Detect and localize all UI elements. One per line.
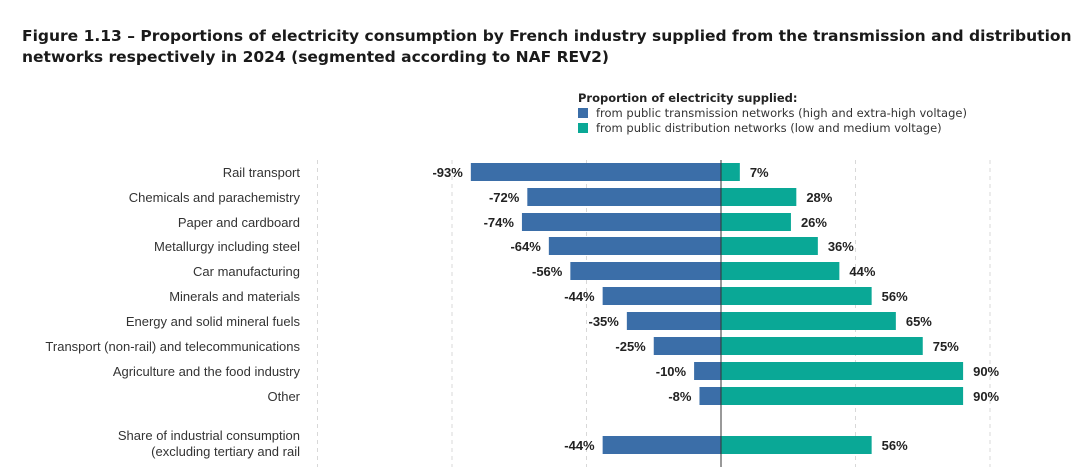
- bar-distribution: [721, 262, 840, 280]
- data-label: 56%: [882, 289, 908, 304]
- bar-transmission: [548, 237, 721, 255]
- bar-transmission: [470, 163, 721, 181]
- bar-transmission: [527, 188, 721, 206]
- data-label: 7%: [750, 165, 769, 180]
- bar-distribution: [721, 188, 797, 206]
- data-label: -93%: [432, 165, 463, 180]
- data-label: 44%: [849, 264, 875, 279]
- bar-transmission: [699, 387, 721, 405]
- data-label: 28%: [806, 190, 832, 205]
- data-label: -72%: [489, 190, 520, 205]
- category-label: Share of industrial consumption: [118, 428, 300, 443]
- data-label: -44%: [564, 438, 595, 453]
- data-label: -64%: [510, 239, 541, 254]
- category-label: Energy and solid mineral fuels: [126, 314, 301, 329]
- legend-item-transmission: from public transmission networks (high …: [578, 106, 967, 121]
- category-label: Metallurgy including steel: [154, 239, 300, 254]
- bar-transmission: [521, 213, 721, 231]
- category-label: Car manufacturing: [193, 264, 300, 279]
- bar-distribution: [721, 387, 964, 405]
- legend-label: from public distribution networks (low a…: [596, 121, 942, 135]
- data-label: -44%: [564, 289, 595, 304]
- category-label: (excluding tertiary and rail: [151, 444, 300, 459]
- data-label: -74%: [484, 215, 515, 230]
- category-label: Transport (non-rail) and telecommunicati…: [45, 339, 300, 354]
- data-label: -25%: [615, 339, 646, 354]
- category-label: Other: [267, 389, 300, 404]
- legend-swatch: [578, 123, 588, 133]
- data-label: 36%: [828, 239, 854, 254]
- bar-distribution: [721, 163, 740, 181]
- bar-transmission: [602, 436, 721, 454]
- category-label: Rail transport: [223, 165, 301, 180]
- category-label: Minerals and materials: [169, 289, 300, 304]
- data-label: 56%: [882, 438, 908, 453]
- data-label: 90%: [973, 364, 999, 379]
- data-label: -56%: [532, 264, 563, 279]
- category-label: Paper and cardboard: [178, 215, 300, 230]
- legend-item-distribution: from public distribution networks (low a…: [578, 121, 967, 136]
- bar-transmission: [694, 362, 721, 380]
- legend-title: Proportion of electricity supplied:: [578, 91, 798, 105]
- chart-title: Figure 1.13 – Proportions of electricity…: [22, 27, 1072, 66]
- bar-distribution: [721, 362, 964, 380]
- legend-swatch: [578, 108, 588, 118]
- bar-distribution: [721, 337, 923, 355]
- data-label: -8%: [668, 389, 692, 404]
- bar-transmission: [602, 287, 721, 305]
- bar-transmission: [653, 337, 721, 355]
- category-label: Agriculture and the food industry: [113, 364, 301, 379]
- data-label: -35%: [588, 314, 619, 329]
- bar-distribution: [721, 287, 872, 305]
- data-label: -10%: [656, 364, 687, 379]
- data-label: 26%: [801, 215, 827, 230]
- data-label: 75%: [933, 339, 959, 354]
- category-label: Chemicals and parachemistry: [129, 190, 301, 205]
- bar-distribution: [721, 237, 818, 255]
- data-label: 90%: [973, 389, 999, 404]
- legend: Proportion of electricity supplied: from…: [578, 91, 967, 136]
- bar-distribution: [721, 213, 791, 231]
- bar-distribution: [721, 312, 896, 330]
- bar-distribution: [721, 436, 872, 454]
- data-label: 65%: [906, 314, 932, 329]
- bar-transmission: [626, 312, 721, 330]
- bar-transmission: [570, 262, 721, 280]
- legend-label: from public transmission networks (high …: [596, 106, 967, 120]
